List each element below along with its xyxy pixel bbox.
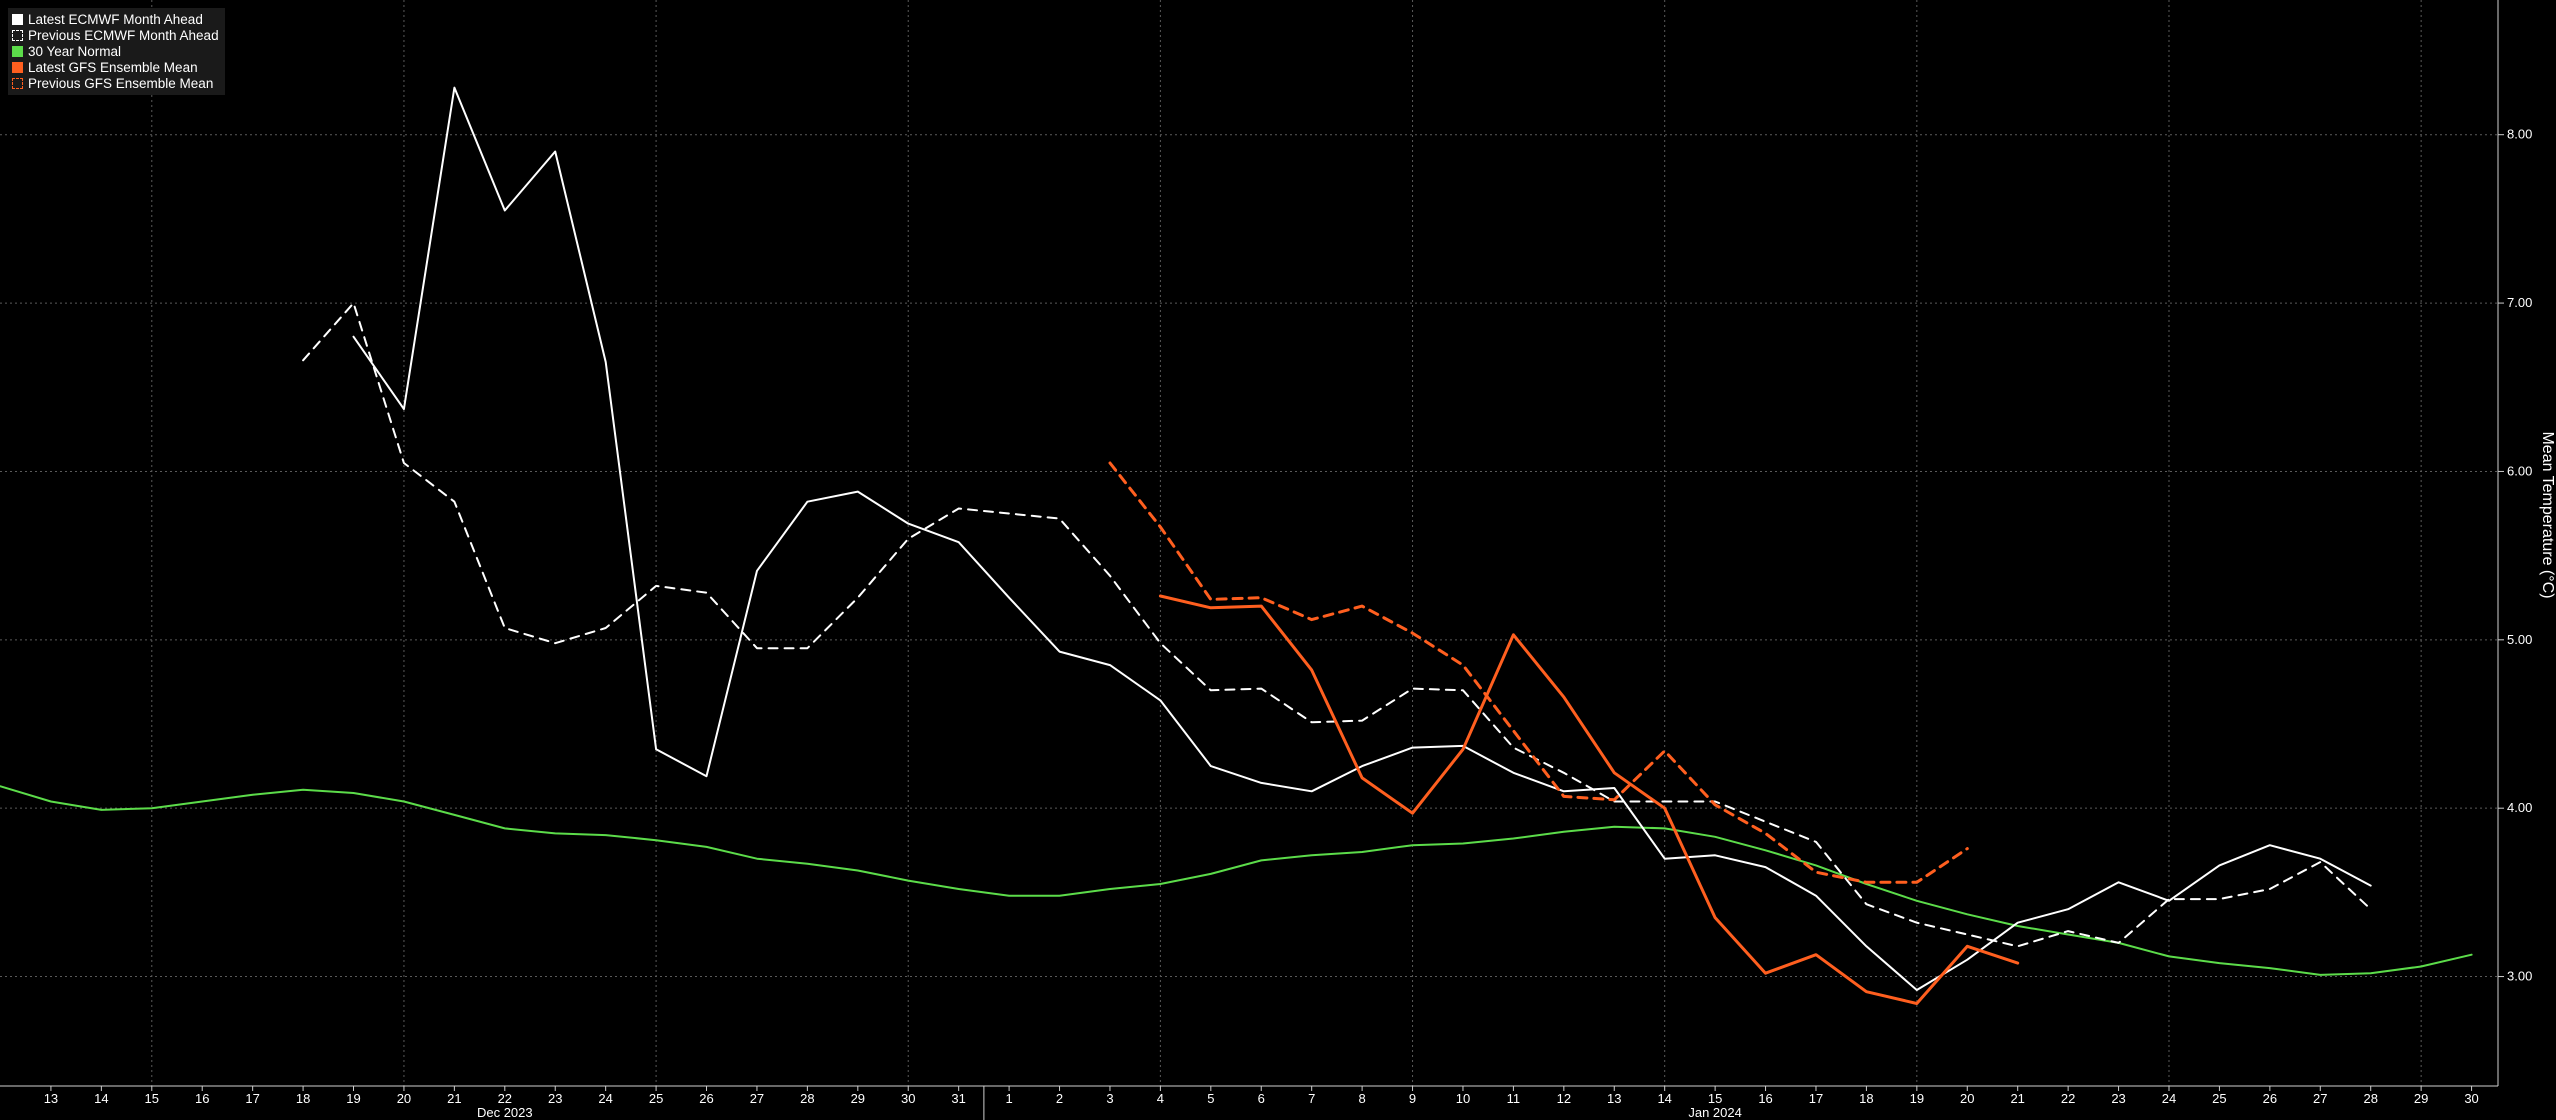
y-tick-label: 7.00 <box>2507 295 2532 310</box>
legend-label-previous-ecmwf: Previous ECMWF Month Ahead <box>28 27 219 43</box>
legend-swatch-latest-ecmwf <box>12 13 23 25</box>
x-tick-label: 24 <box>598 1091 612 1106</box>
x-tick-label: 13 <box>44 1091 58 1106</box>
x-tick-label: 18 <box>1859 1091 1873 1106</box>
legend-item-30-year-normal[interactable]: 30 Year Normal <box>12 43 219 59</box>
y-tick-label: 6.00 <box>2507 463 2532 478</box>
x-tick-label: 28 <box>800 1091 814 1106</box>
x-tick-label: 27 <box>750 1091 764 1106</box>
axes-layer <box>0 0 2504 1120</box>
y-tick-label: 4.00 <box>2507 800 2532 815</box>
x-tick-label: 8 <box>1358 1091 1365 1106</box>
x-tick-label: 5 <box>1207 1091 1214 1106</box>
x-tick-label: 23 <box>548 1091 562 1106</box>
legend-swatch-30-year-normal <box>12 45 23 57</box>
legend-label-latest-gfs: Latest GFS Ensemble Mean <box>28 59 198 75</box>
x-tick-label: 13 <box>1607 1091 1621 1106</box>
month-label: Jan 2024 <box>1688 1105 1742 1120</box>
legend-label-30-year-normal: 30 Year Normal <box>28 43 122 59</box>
x-tick-label: 19 <box>1910 1091 1924 1106</box>
x-tick-label: 20 <box>1960 1091 1974 1106</box>
month-label: Dec 2023 <box>477 1105 533 1120</box>
grid-layer <box>0 0 2498 1086</box>
x-tick-label: 25 <box>2212 1091 2226 1106</box>
x-tick-label: 16 <box>195 1091 209 1106</box>
legend-label-previous-gfs: Previous GFS Ensemble Mean <box>28 75 214 91</box>
x-tick-label: 26 <box>2263 1091 2277 1106</box>
series-line-latest-gfs-ensemble-mean <box>1158 594 2020 1005</box>
x-tick-label: 22 <box>2061 1091 2075 1106</box>
legend-item-previous-ecmwf[interactable]: Previous ECMWF Month Ahead <box>12 27 219 43</box>
x-tick-label: 16 <box>1758 1091 1772 1106</box>
x-tick-label: 26 <box>699 1091 713 1106</box>
x-tick-label: 1 <box>1005 1091 1012 1106</box>
x-tick-label: 29 <box>2414 1091 2428 1106</box>
x-tick-label: 10 <box>1456 1091 1470 1106</box>
x-tick-label: 15 <box>145 1091 159 1106</box>
x-tick-label: 30 <box>901 1091 915 1106</box>
series-line-previous-gfs-ensemble-mean <box>1108 461 1969 884</box>
series-line-latest-ecmwf-month-ahead <box>352 86 2372 991</box>
x-tick-label: 27 <box>2313 1091 2327 1106</box>
x-tick-label: 11 <box>1507 1091 1521 1106</box>
x-tick-label: 7 <box>1308 1091 1315 1106</box>
y-axis-title: Mean Temperature (°C) <box>2539 431 2556 598</box>
x-tick-label: 24 <box>2162 1091 2176 1106</box>
x-tick-label: 4 <box>1157 1091 1164 1106</box>
series-layer <box>0 86 2473 1005</box>
x-tick-label: 21 <box>2010 1091 2024 1106</box>
x-tick-label: 31 <box>951 1091 965 1106</box>
x-tick-label: 23 <box>2111 1091 2125 1106</box>
x-tick-label: 14 <box>1657 1091 1671 1106</box>
x-tick-label: 2 <box>1056 1091 1063 1106</box>
x-tick-label: 29 <box>851 1091 865 1106</box>
x-tick-label: 19 <box>346 1091 360 1106</box>
legend-item-latest-gfs[interactable]: Latest GFS Ensemble Mean <box>12 59 219 75</box>
x-tick-label: 6 <box>1258 1091 1265 1106</box>
legend-swatch-latest-gfs <box>12 61 23 73</box>
x-tick-label: 14 <box>94 1091 108 1106</box>
y-tick-label: 3.00 <box>2507 969 2532 984</box>
y-tick-label: 5.00 <box>2507 632 2532 647</box>
x-tick-label: 17 <box>245 1091 259 1106</box>
series-line-previous-ecmwf-month-ahead <box>302 302 2372 948</box>
x-tick-label: 3 <box>1106 1091 1113 1106</box>
x-tick-label: 25 <box>649 1091 663 1106</box>
x-tick-label: 18 <box>296 1091 310 1106</box>
chart-legend: Latest ECMWF Month Ahead Previous ECMWF … <box>8 8 225 95</box>
legend-item-previous-gfs[interactable]: Previous GFS Ensemble Mean <box>12 75 219 91</box>
x-tick-label: 20 <box>397 1091 411 1106</box>
x-tick-label: 17 <box>1809 1091 1823 1106</box>
y-tick-label: 8.00 <box>2507 127 2532 142</box>
x-tick-label: 28 <box>2363 1091 2377 1106</box>
series-line-30-year-normal <box>0 785 2473 976</box>
x-tick-label: 12 <box>1557 1091 1571 1106</box>
legend-label-latest-ecmwf: Latest ECMWF Month Ahead <box>28 11 203 27</box>
legend-item-latest-ecmwf[interactable]: Latest ECMWF Month Ahead <box>12 11 219 27</box>
x-tick-label: 21 <box>447 1091 461 1106</box>
x-tick-label: 30 <box>2464 1091 2478 1106</box>
legend-swatch-previous-ecmwf <box>12 29 23 41</box>
x-tick-label: 9 <box>1409 1091 1416 1106</box>
x-tick-label: 15 <box>1708 1091 1722 1106</box>
x-tick-label: 22 <box>498 1091 512 1106</box>
legend-swatch-previous-gfs <box>12 77 23 89</box>
